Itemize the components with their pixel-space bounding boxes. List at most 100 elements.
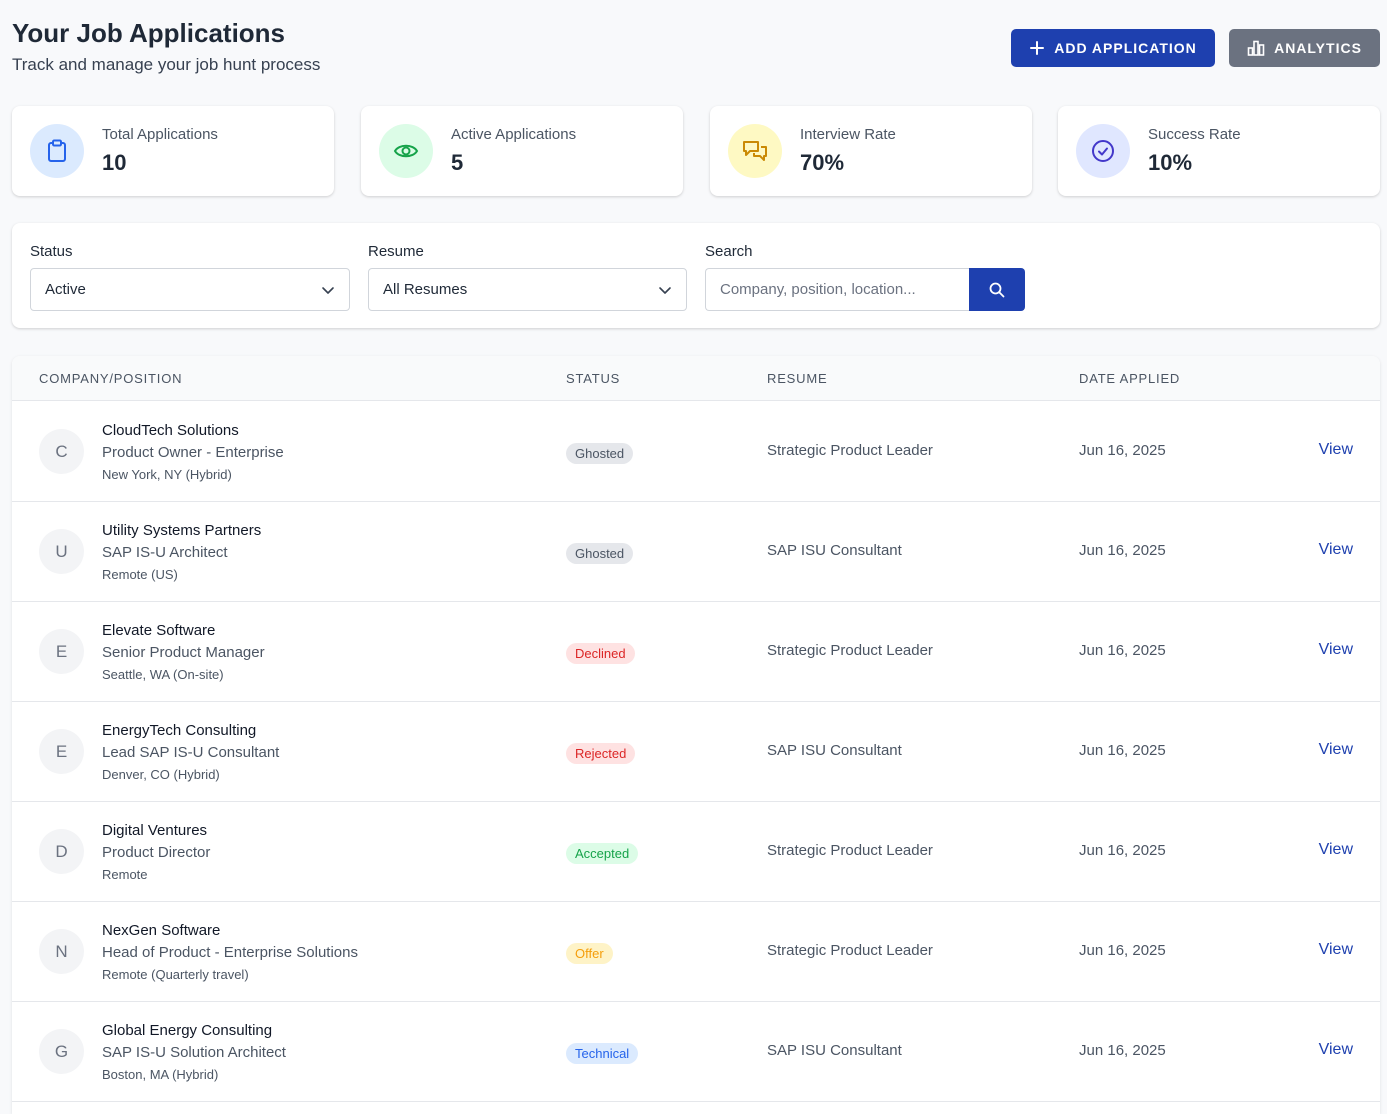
company-name: Global Energy Consulting [102,1022,273,1039]
analytics-label: ANALYTICS [1274,40,1362,56]
column-header-resume: RESUME [767,371,828,386]
company-avatar: C [39,429,84,474]
job-location: Seattle, WA (On-site) [102,667,224,682]
page-title: Your Job Applications [12,18,286,48]
date-applied: Jun 16, 2025 [1079,942,1166,959]
stat-label: Active Applications [451,126,577,143]
clipboard-icon [30,124,84,178]
date-applied: Jun 16, 2025 [1079,442,1166,459]
company-avatar: D [39,829,84,874]
table-row: D Digital Ventures Product Director Remote A… [12,802,1380,902]
position-title: SAP IS-U Solution Architect [102,1044,286,1061]
position-title: Head of Product - Enterprise Solutions [102,944,358,961]
company-name: CloudTech Solutions [102,422,239,439]
table-row: U Utility Systems Partners SAP IS-U Archit… [12,502,1380,602]
page-subtitle: Track and manage your job hunt process [12,55,321,74]
column-header-company: COMPANY/POSITION [39,371,183,386]
search-button[interactable] [969,268,1025,311]
status-badge: Accepted [566,843,639,864]
page-header: Your Job Applications Track and manage y… [12,18,1380,78]
chat-icon [728,124,782,178]
job-location: Denver, CO (Hybrid) [102,767,220,782]
search-input[interactable] [705,268,969,311]
position-title: Product Owner - Enterprise [102,444,284,461]
table-row: G Global Energy Consulting SAP IS-U Soluti… [12,1002,1380,1102]
resume-select[interactable]: All Resumes [368,268,687,311]
date-applied: Jun 16, 2025 [1079,1042,1166,1059]
view-link[interactable]: View [1318,441,1353,458]
column-header-status: STATUS [566,371,621,386]
search-filter-label: Search [705,243,753,260]
resume-filter-label: Resume [368,243,424,260]
check-circle-icon [1076,124,1130,178]
stat-card-interview-rate: Interview Rate 70% [710,106,1032,196]
company-name: EnergyTech Consulting [102,722,257,739]
bar-chart-icon [1247,40,1265,56]
table-row: N NexGen Software Head of Product - Enterp… [12,902,1380,1002]
status-badge: Declined [566,643,635,664]
date-applied: Jun 16, 2025 [1079,642,1166,659]
stat-label: Total Applications [102,126,218,143]
resume-name: Strategic Product Leader [767,642,933,659]
column-header-date: DATE APPLIED [1079,371,1181,386]
position-title: Senior Product Manager [102,644,265,661]
status-select-value: Active [45,281,86,298]
company-avatar: G [39,1029,84,1074]
resume-name: SAP ISU Consultant [767,542,902,559]
company-name: Utility Systems Partners [102,522,262,539]
table-row: C CloudTech Solutions Product Owner - Ente… [12,402,1380,502]
applications-table: COMPANY/POSITION STATUS RESUME DATE APPL… [12,356,1380,1114]
status-badge: Rejected [566,743,636,764]
job-location: Remote (Quarterly travel) [102,967,249,982]
stat-card-active: Active Applications 5 [361,106,683,196]
view-link[interactable]: View [1318,741,1353,758]
company-name: Digital Ventures [102,822,208,839]
analytics-button[interactable]: ANALYTICS [1229,29,1380,67]
job-location: Remote (US) [102,567,178,582]
status-badge: Ghosted [566,543,634,564]
view-link[interactable]: View [1318,641,1353,658]
view-link[interactable]: View [1318,1041,1353,1058]
status-badge: Offer [566,943,613,964]
view-link[interactable]: View [1318,841,1353,858]
stat-label: Success Rate [1148,126,1241,143]
stat-card-total: Total Applications 10 [12,106,334,196]
job-location: Remote [102,867,148,882]
resume-select-value: All Resumes [383,281,468,298]
resume-name: SAP ISU Consultant [767,1042,902,1059]
table-row: E EnergyTech Consulting Lead SAP IS-U Cons… [12,702,1380,802]
company-avatar: E [39,729,84,774]
company-avatar: E [39,629,84,674]
add-application-button[interactable]: ADD APPLICATION [1011,29,1215,67]
add-application-label: ADD APPLICATION [1054,40,1197,56]
company-name: Elevate Software [102,622,216,639]
stat-value: 5 [451,150,464,175]
stat-value: 70% [800,150,845,175]
position-title: SAP IS-U Architect [102,544,228,561]
status-select[interactable]: Active [30,268,350,311]
chevron-down-icon [322,287,334,294]
search-icon [989,282,1005,297]
table-header: COMPANY/POSITION STATUS RESUME DATE APPL… [12,356,1380,401]
company-avatar: U [39,529,84,574]
company-avatar: N [39,929,84,974]
company-name: NexGen Software [102,922,221,939]
position-title: Lead SAP IS-U Consultant [102,744,280,761]
job-location: Boston, MA (Hybrid) [102,1067,219,1082]
chevron-down-icon [659,287,671,294]
stat-label: Interview Rate [800,126,896,143]
resume-name: Strategic Product Leader [767,942,933,959]
stat-value: 10 [102,150,127,175]
stat-card-success-rate: Success Rate 10% [1058,106,1380,196]
eye-icon [379,124,433,178]
position-title: Product Director [102,844,211,861]
stat-value: 10% [1148,150,1193,175]
status-badge: Ghosted [566,443,634,464]
resume-name: Strategic Product Leader [767,442,933,459]
plus-icon [1030,41,1045,55]
resume-name: Strategic Product Leader [767,842,933,859]
view-link[interactable]: View [1318,541,1353,558]
filters-panel: Status Active Resume All Resumes Search [12,223,1380,328]
view-link[interactable]: View [1318,941,1353,958]
status-filter-label: Status [30,243,73,260]
